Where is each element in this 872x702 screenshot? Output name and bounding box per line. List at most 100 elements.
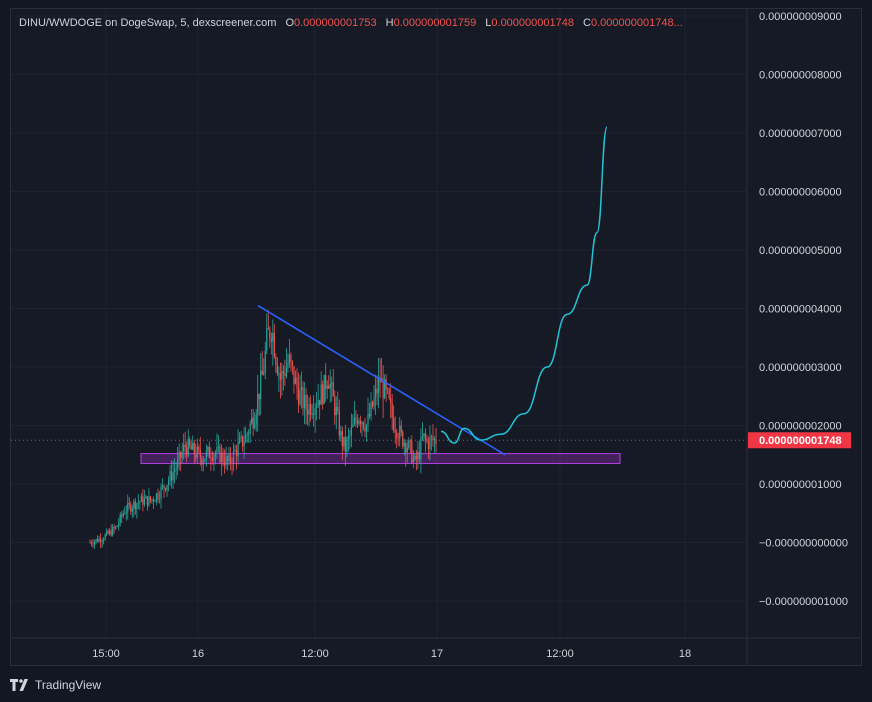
candle — [257, 374, 259, 432]
candle-body — [169, 471, 171, 481]
candle — [196, 438, 198, 464]
high-key: H — [385, 17, 394, 29]
candle-body — [309, 403, 312, 415]
candle-body — [149, 496, 152, 501]
candle — [322, 380, 324, 410]
candle-body — [186, 447, 188, 456]
candle — [216, 433, 218, 459]
candle — [314, 403, 316, 433]
candle — [394, 416, 396, 444]
candle — [344, 424, 346, 467]
candle-body — [423, 433, 425, 437]
candle — [359, 415, 362, 433]
candle-body — [370, 401, 372, 417]
high-value: 0.000000001759 — [393, 17, 477, 29]
candle — [400, 420, 402, 437]
candle-body — [421, 436, 424, 438]
candle-body — [409, 440, 411, 442]
candle — [205, 444, 207, 467]
candle-body — [433, 438, 436, 441]
candle-body — [399, 425, 401, 439]
candle — [405, 439, 407, 467]
candle — [309, 395, 312, 422]
candle-body — [184, 444, 186, 448]
candle — [258, 393, 260, 417]
candle — [424, 428, 427, 453]
candle — [358, 417, 360, 427]
candle — [133, 498, 135, 518]
candle-body — [145, 496, 147, 499]
candle — [113, 524, 115, 534]
candle-body — [148, 496, 150, 506]
candle-body — [377, 376, 380, 394]
candle-body — [251, 417, 253, 424]
candle — [417, 440, 419, 469]
candle-body — [314, 407, 316, 415]
candle-body — [90, 542, 93, 544]
candle-body — [294, 377, 297, 384]
candle — [134, 498, 136, 515]
chart-pane[interactable] — [10, 8, 862, 666]
candle — [356, 414, 359, 429]
candle-body — [402, 431, 404, 447]
candle — [388, 387, 390, 401]
candle-body — [226, 456, 229, 462]
candle — [427, 436, 430, 459]
candle — [323, 374, 325, 405]
candle-body — [282, 370, 284, 374]
candle — [199, 436, 201, 466]
candle — [125, 504, 127, 521]
candle-body — [326, 385, 328, 389]
candle — [255, 408, 257, 432]
candle — [154, 499, 156, 502]
candle — [308, 397, 310, 427]
candle — [300, 371, 303, 409]
candle-body — [210, 457, 212, 459]
candle-body — [267, 328, 269, 330]
candle-body — [313, 413, 315, 415]
candle-body — [102, 539, 105, 542]
candle-body — [229, 454, 232, 463]
candle-body — [365, 424, 368, 432]
candle-body — [99, 538, 102, 543]
tradingview-logo-icon — [10, 679, 28, 691]
candle — [145, 494, 147, 499]
candle-body — [160, 487, 162, 499]
candle — [243, 427, 245, 459]
tradingview-footer[interactable]: TradingView — [10, 678, 101, 692]
candle — [128, 497, 130, 510]
candle-body — [201, 457, 203, 465]
candle-body — [350, 427, 352, 435]
candle-body — [397, 438, 399, 439]
candle — [302, 381, 304, 416]
candle — [242, 435, 244, 452]
candle — [93, 539, 96, 549]
candle-body — [435, 438, 437, 445]
candle-body — [237, 442, 239, 457]
candle — [246, 431, 248, 443]
candle-body — [272, 332, 274, 342]
candle-body — [101, 541, 103, 543]
candle-body — [198, 446, 200, 450]
candle — [210, 447, 212, 471]
candle — [361, 420, 363, 437]
close-value: 0.000000001748... — [591, 17, 683, 29]
candle-body — [216, 446, 218, 454]
candle — [306, 394, 309, 426]
candle — [158, 490, 161, 504]
y-tick-label: 0.000000002000 — [759, 421, 842, 433]
candle-body — [133, 501, 135, 509]
candle-body — [255, 414, 257, 424]
candle-body — [325, 375, 327, 389]
y-tick-label: 0.000000003000 — [759, 362, 842, 374]
candle — [260, 352, 262, 415]
candle-body — [273, 332, 275, 357]
candle — [252, 408, 254, 437]
candle — [211, 450, 213, 465]
candle — [385, 374, 387, 402]
candle — [106, 528, 108, 537]
candle — [275, 353, 277, 373]
candle-body — [299, 390, 301, 405]
candle — [192, 435, 194, 451]
